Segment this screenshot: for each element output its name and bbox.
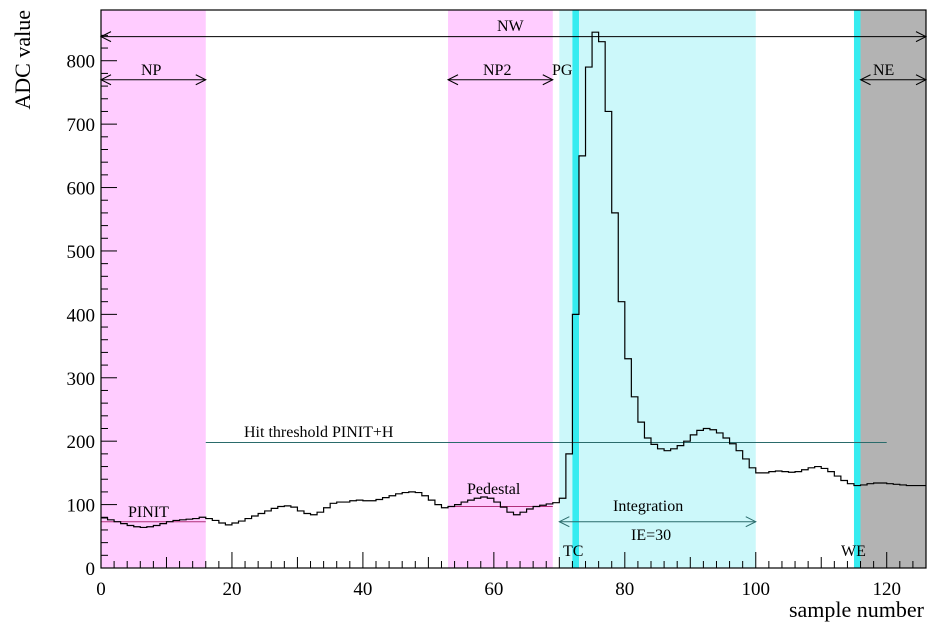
arrow-head-right [542,74,554,86]
arrow-head-left [446,74,459,86]
tc-label: TC [563,543,583,560]
band-5 [860,10,926,568]
x-tick-label: 60 [484,579,503,600]
integration-label: Integration [613,498,683,515]
range-arrows [99,31,928,528]
we-label: WE [841,543,866,560]
band-0 [101,10,206,568]
arrow-head-right [745,516,757,528]
x-tick-label: 20 [222,579,241,600]
band-4 [853,10,861,568]
pedestal-label: Pedestal [467,481,521,498]
axes: 0 20 40 60 80 100 120 0 100 200 300 400 500 600 700 800 [67,34,927,600]
y-axis-label: ADC value [10,10,35,110]
band-1 [448,10,553,568]
y-tick-label: 600 [67,179,96,200]
x-tick-label: 80 [615,579,634,600]
x-tick-label: 120 [872,579,901,600]
y-tick-label: 500 [67,242,96,263]
pg-label: PG [552,62,573,79]
arrow-head-left [558,516,570,528]
arrow-head-right [195,74,207,86]
y-tick-label: 300 [67,369,96,390]
arrow-ie [558,516,757,528]
band-2 [559,10,756,568]
y-tick-label: 100 [67,496,96,517]
arrow-np2 [446,74,554,86]
threshold-label: Hit threshold PINIT+H [244,424,394,441]
np2-label: NP2 [483,62,511,79]
x-tick-label: 0 [96,579,106,600]
x-tick-label: 100 [742,579,771,600]
annotations: Hit threshold PINIT+H PINIT Pedestal Int… [10,10,925,622]
y-tick-label: 0 [86,559,96,580]
np-label: NP [141,62,162,79]
y-tick-label: 800 [67,52,96,73]
ne-label: NE [873,62,894,79]
adc-trace [101,31,926,529]
y-tick-label: 200 [67,432,96,453]
pinit-label: PINIT [128,504,169,521]
x-axis-label: sample number [789,597,925,622]
ie-label: IE=30 [631,527,671,544]
nw-label: NW [497,18,525,35]
arrow-head-left [859,74,871,86]
x-tick-label: 40 [353,579,372,600]
region-bands [101,10,926,568]
y-tick-label: 700 [67,115,96,136]
band-3 [572,10,579,568]
y-tick-label: 400 [67,305,96,326]
